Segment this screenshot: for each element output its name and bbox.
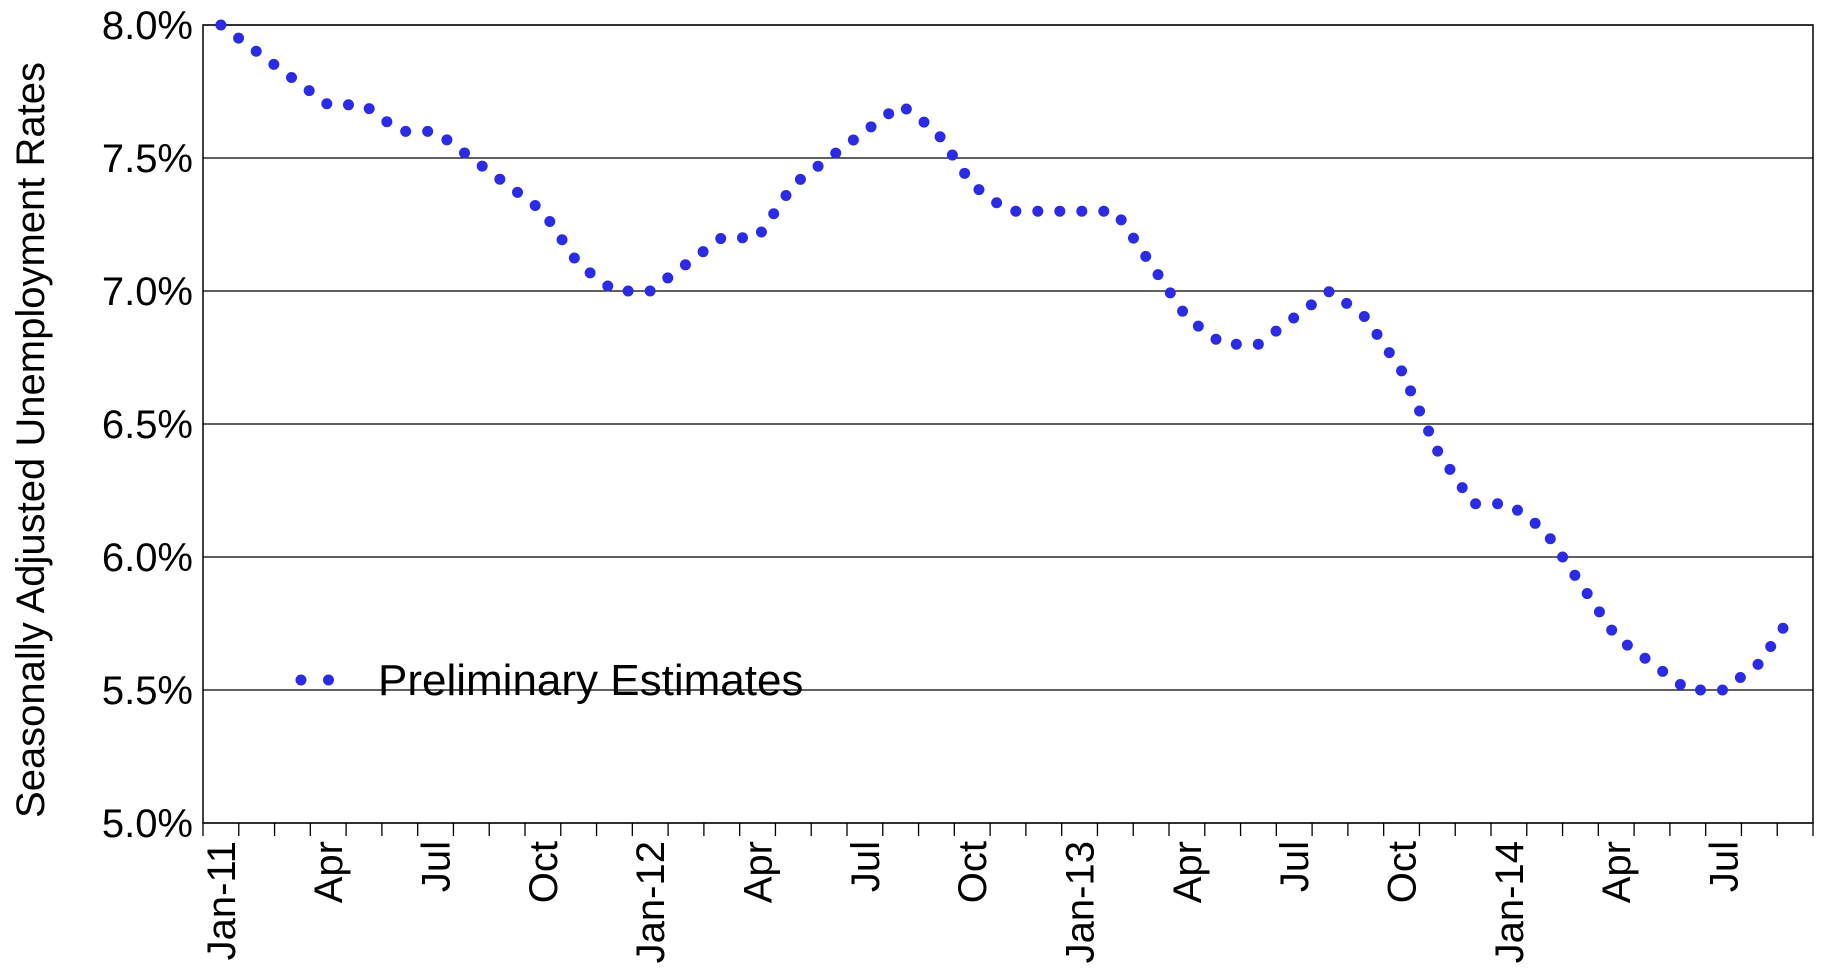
x-tick-label: Jul xyxy=(1273,841,1317,892)
x-tick-label: Jul xyxy=(415,841,459,892)
x-tick-label: Apr xyxy=(737,841,781,903)
plot-frame xyxy=(202,24,1814,824)
x-tick-label: Jan-12 xyxy=(629,841,673,963)
x-tick-label: Jan-14 xyxy=(1488,841,1532,963)
x-tick-label: Oct xyxy=(1381,841,1425,903)
y-tick-label: 8.0% xyxy=(102,4,193,48)
y-tick-label: 7.0% xyxy=(102,270,193,314)
x-tick-label: Jul xyxy=(1703,841,1747,892)
legend-label: Preliminary Estimates xyxy=(378,656,803,705)
series-line xyxy=(215,19,1801,696)
y-tick-label: 5.5% xyxy=(102,669,193,713)
x-tick-label: Apr xyxy=(307,841,351,903)
x-tick-label: Apr xyxy=(1166,841,1210,903)
x-tick-label: Oct xyxy=(951,841,995,903)
x-tick-label: Apr xyxy=(1595,841,1639,903)
y-tick-label: 6.0% xyxy=(102,536,193,580)
y-tick-label: 7.5% xyxy=(102,137,193,181)
y-axis-title: Seasonally Adjusted Unemployment Rates xyxy=(9,62,53,818)
x-tick-label: Jul xyxy=(844,841,888,892)
x-tick-label: Jan-13 xyxy=(1059,841,1103,963)
y-tick-label: 5.0% xyxy=(102,802,193,846)
y-tick-label: 6.5% xyxy=(102,403,193,447)
x-tick-label: Oct xyxy=(522,841,566,903)
x-tick-label: Jan-11 xyxy=(200,841,244,960)
